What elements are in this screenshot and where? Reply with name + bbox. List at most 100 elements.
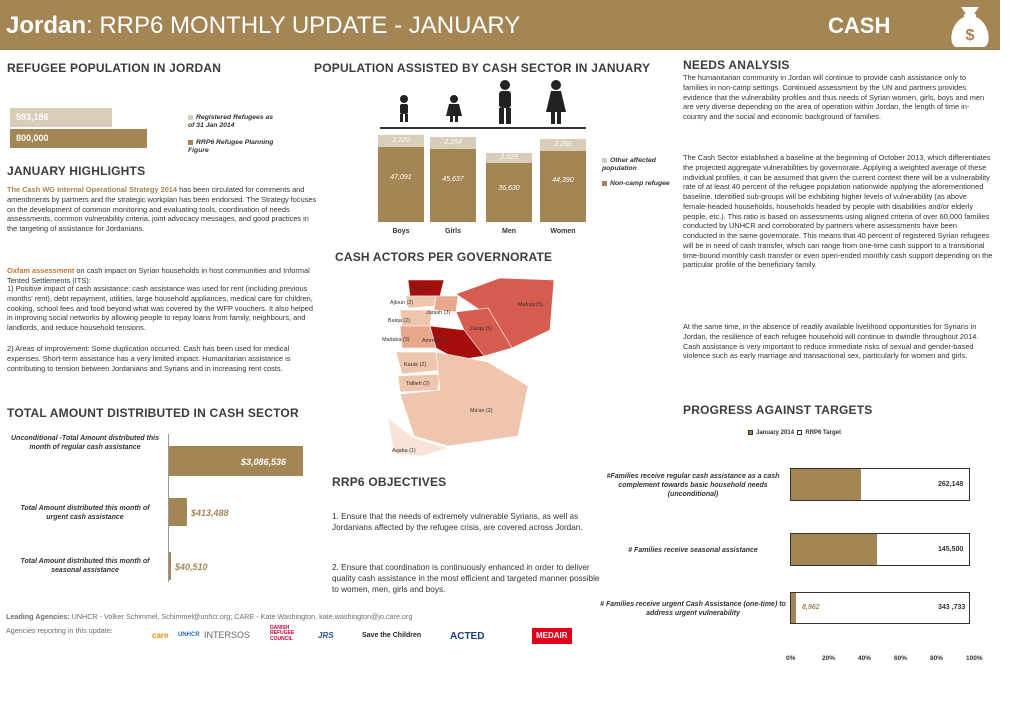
progress-label-0: #Families receive regular cash assistanc… bbox=[606, 473, 780, 499]
intersos-logo: INTERSOS bbox=[204, 630, 251, 641]
map-label: Zarqa (5) bbox=[470, 326, 492, 332]
oxfam-link[interactable]: Oxfam assessment bbox=[7, 266, 75, 275]
x-tick: 80% bbox=[930, 655, 944, 662]
objective-1: 1. Ensure that the needs of extremely vu… bbox=[332, 512, 583, 532]
total-distributed-title: TOTAL AMOUNT DISTRIBUTED IN CASH SECTOR bbox=[7, 406, 299, 420]
progress-actual-1: 70,077 bbox=[802, 545, 824, 553]
distributed-value-2: $40,510 bbox=[175, 562, 208, 572]
needs-paragraph-1: The humanitarian community in Jordan wil… bbox=[683, 73, 985, 122]
progress-fill-2 bbox=[791, 593, 796, 623]
page-header: Jordan: RRP6 MONTHLY UPDATE - JANUARY CA… bbox=[0, 0, 1000, 50]
jordan-governorate-map: Irbid (7) Ajloun (2) Jarash (3) Balqa (2… bbox=[382, 277, 554, 457]
needs-paragraph-3: At the same time, in the absence of read… bbox=[683, 322, 979, 361]
legend-swatch bbox=[188, 114, 193, 120]
progress-label-1: # Families receive seasonal assistance bbox=[628, 547, 758, 554]
map-label: Ajloun (2) bbox=[390, 300, 413, 306]
objective-2: 2. Ensure that coordination is continuou… bbox=[332, 563, 600, 594]
map-label: Jarash (3) bbox=[426, 310, 450, 316]
legend-non-camp: Non-camp refugee bbox=[602, 180, 682, 188]
unhcr-logo: UNHCR bbox=[178, 632, 200, 639]
progress-legend: January 2014 RRP6 Target bbox=[748, 430, 841, 438]
progress-fill-0 bbox=[791, 469, 862, 500]
agencies-reporting-label: Agencies reporting in this update: bbox=[6, 626, 113, 635]
legend-other-affected: Other affected population bbox=[602, 157, 656, 173]
refugee-population-title: REFUGEE POPULATION IN JORDAN bbox=[7, 61, 222, 75]
category-label-girls: Girls bbox=[445, 228, 461, 235]
page-title: Jordan: RRP6 MONTHLY UPDATE - JANUARY bbox=[6, 12, 521, 39]
bar-noncamp-boys: 47,091 bbox=[378, 146, 424, 222]
bar-noncamp-women: 44,390 bbox=[540, 150, 586, 222]
distributed-bar-2 bbox=[169, 552, 171, 580]
category-label-boys: Boys bbox=[392, 228, 410, 235]
population-assisted-title: POPULATION ASSISTED BY CASH SECTOR IN JA… bbox=[314, 61, 651, 75]
x-tick: 40% bbox=[858, 655, 872, 662]
progress-bar-1 bbox=[790, 533, 970, 566]
strategy-link[interactable]: The Cash WG Internal Operational Strateg… bbox=[7, 185, 178, 194]
leading-agencies: Leading Agencies: UNHCR - Volker Schimme… bbox=[6, 612, 413, 621]
map-label: Balqa (2) bbox=[388, 318, 410, 324]
medair-logo: MEDAIR bbox=[532, 628, 572, 644]
planning-figure-bar: 800,000 bbox=[10, 129, 147, 148]
highlights-title: JANUARY HIGHLIGHTS bbox=[7, 164, 146, 178]
people-icons bbox=[380, 80, 586, 129]
legend-planning: RRP6 Refugee Planning Figure bbox=[188, 139, 274, 155]
legend-registered: Registered Refugees as of 31 Jan 2014 bbox=[188, 114, 274, 130]
x-tick: 100% bbox=[966, 655, 983, 662]
x-tick: 0% bbox=[786, 655, 796, 662]
sector-name: CASH bbox=[828, 13, 891, 38]
svg-text:$: $ bbox=[966, 27, 975, 44]
highlights-item-2: 2) Areas of improvement: Some duplicatio… bbox=[7, 344, 291, 373]
map-label: Amman (7) bbox=[422, 338, 449, 344]
progress-target-1: 145,500 bbox=[938, 545, 964, 553]
progress-actual-2: 8,962 bbox=[802, 604, 820, 611]
registered-refugees-bar: 593,186 bbox=[10, 108, 112, 127]
acted-logo: ACTED bbox=[450, 630, 485, 642]
money-bag-icon: $ bbox=[951, 7, 989, 47]
progress-actual-0: 103,471 bbox=[802, 480, 828, 488]
legend-swatch bbox=[602, 180, 607, 186]
legend-swatch bbox=[188, 139, 193, 145]
distributed-label-2: Total Amount distributed this month of s… bbox=[20, 558, 150, 575]
bar-other-women: 2,256 bbox=[540, 139, 586, 151]
category-label-men: Men bbox=[502, 228, 516, 235]
distributed-bar-0 bbox=[169, 446, 303, 476]
needs-title: NEEDS ANALYSIS bbox=[683, 58, 790, 72]
jrs-logo: JRS bbox=[318, 630, 334, 640]
drc-logo: DANISH REFUGEE COUNCIL bbox=[270, 624, 295, 642]
save-the-children-logo: Save the Children bbox=[362, 632, 422, 640]
man-icon bbox=[499, 80, 511, 124]
td-axis-line bbox=[168, 434, 169, 582]
progress-label-2: # Families receive urgent Cash Assistanc… bbox=[600, 601, 786, 618]
needs-paragraph-2: The Cash Sector established a baseline a… bbox=[683, 153, 993, 270]
map-region-zarqa bbox=[455, 307, 513, 357]
highlights-paragraph-2: Oxfam assessment on cash impact on Syria… bbox=[7, 266, 310, 285]
map-region-madaba bbox=[399, 325, 437, 349]
boy-icon bbox=[400, 95, 408, 122]
progress-bar-0 bbox=[790, 468, 970, 501]
map-label: Irbid (7) bbox=[412, 286, 431, 292]
progress-title: PROGRESS AGAINST TARGETS bbox=[683, 403, 873, 417]
category-label-women: Women bbox=[550, 228, 576, 235]
progress-target-2: 343 ,733 bbox=[938, 604, 966, 611]
legend-swatch bbox=[797, 430, 803, 435]
map-label: Karak (2) bbox=[404, 362, 426, 368]
x-tick: 60% bbox=[894, 655, 908, 662]
progress-target-0: 262,148 bbox=[938, 480, 964, 488]
map-label: Ma'an (2) bbox=[470, 408, 493, 414]
distributed-label-0: Unconditional -Total Amount distributed … bbox=[10, 435, 160, 452]
progress-fill-1 bbox=[791, 534, 877, 565]
map-region-ajloun bbox=[405, 295, 437, 309]
legend-swatch bbox=[602, 157, 607, 163]
bar-other-men: 2,023 bbox=[486, 153, 532, 164]
woman-icon bbox=[546, 80, 566, 124]
map-label: Aqaba (1) bbox=[392, 448, 416, 454]
map-region-maan bbox=[399, 351, 529, 447]
distributed-bar-1 bbox=[169, 498, 187, 526]
distributed-value-1: $413,488 bbox=[190, 508, 229, 518]
bar-other-boys: 2,220 bbox=[378, 135, 424, 147]
distributed-label-1: Total Amount distributed this month of u… bbox=[20, 505, 150, 522]
x-tick: 20% bbox=[822, 655, 836, 662]
bar-noncamp-girls: 45,637 bbox=[430, 148, 476, 222]
cash-actors-title: CASH ACTORS PER GOVERNORATE bbox=[335, 250, 553, 264]
legend-swatch bbox=[748, 430, 753, 435]
